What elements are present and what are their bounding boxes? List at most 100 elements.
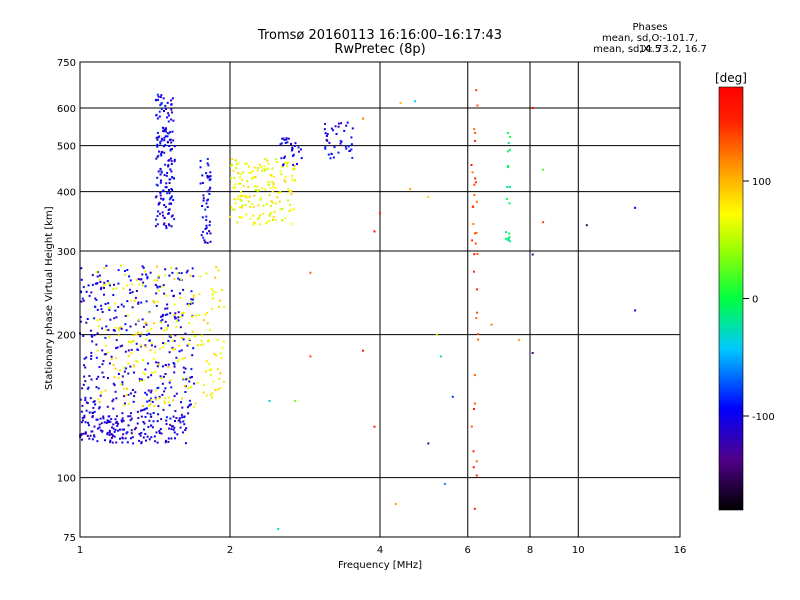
scatter-point <box>260 165 263 168</box>
scatter-point <box>171 176 174 179</box>
scatter-point <box>158 212 161 215</box>
scatter-point <box>121 383 124 386</box>
scatter-point <box>102 360 105 362</box>
scatter-point <box>256 185 259 188</box>
scatter-point <box>170 103 173 106</box>
scatter-point <box>168 182 171 184</box>
scatter-point <box>230 177 232 180</box>
scatter-point <box>473 253 476 256</box>
scatter-point <box>114 367 117 370</box>
scatter-point <box>160 154 163 157</box>
scatter-point <box>181 397 184 400</box>
scatter-point <box>181 357 184 360</box>
scatter-point <box>156 155 159 158</box>
scatter-point <box>141 409 144 412</box>
scatter-point <box>167 164 170 167</box>
scatter-point <box>340 122 343 125</box>
scatter-point <box>108 362 111 365</box>
scatter-point <box>292 163 295 166</box>
scatter-point <box>286 165 289 168</box>
scatter-point <box>346 121 349 124</box>
scatter-point <box>161 382 164 385</box>
scatter-point <box>162 214 164 217</box>
scatter-point <box>129 325 132 328</box>
scatter-point <box>150 398 153 401</box>
scatter-point <box>177 316 180 319</box>
scatter-point <box>176 272 179 275</box>
scatter-point <box>95 343 98 346</box>
x-axis-label: Frequency [MHz] <box>338 560 422 571</box>
scatter-point <box>253 185 256 188</box>
scatter-point <box>152 299 155 302</box>
scatter-point <box>252 206 255 208</box>
scatter-point <box>103 284 106 287</box>
scatter-point <box>101 311 104 313</box>
scatter-point <box>241 204 244 207</box>
scatter-point <box>284 161 287 164</box>
scatter-point <box>206 199 209 202</box>
scatter-point <box>182 377 185 380</box>
scatter-point <box>394 503 397 505</box>
scatter-point <box>93 400 96 403</box>
scatter-point <box>206 162 209 165</box>
scatter-point <box>130 352 133 355</box>
scatter-point <box>159 194 162 197</box>
scatter-point <box>112 407 115 410</box>
scatter-point <box>114 418 117 421</box>
scatter-point <box>157 289 160 292</box>
scatter-point <box>100 391 103 394</box>
scatter-point <box>280 157 283 160</box>
scatter-point <box>292 153 295 156</box>
scatter-point <box>169 423 172 426</box>
scatter-point <box>99 318 101 321</box>
scatter-point <box>273 210 276 213</box>
scatter-point <box>506 132 509 134</box>
scatter-point <box>164 314 167 316</box>
scatter-point <box>153 279 156 282</box>
scatter-point <box>167 401 170 404</box>
scatter-point <box>251 176 254 179</box>
scatter-point <box>185 271 188 274</box>
scatter-point <box>117 269 120 272</box>
scatter-point <box>286 162 289 165</box>
scatter-point <box>167 132 170 135</box>
scatter-point <box>157 361 160 364</box>
scatter-point <box>158 397 161 400</box>
scatter-point <box>214 389 217 391</box>
scatter-point <box>247 165 250 168</box>
scatter-point <box>272 218 274 221</box>
scatter-point <box>120 327 123 330</box>
scatter-point <box>138 432 141 435</box>
scatter-point <box>84 366 87 369</box>
scatter-point <box>207 164 210 167</box>
scatter-point <box>127 393 130 396</box>
scatter-point <box>274 218 277 221</box>
scatter-point <box>171 339 174 342</box>
scatter-point <box>130 412 132 415</box>
scatter-point <box>109 284 111 287</box>
scatter-point <box>82 286 85 289</box>
scatter-point <box>115 287 118 290</box>
scatter-point <box>147 311 150 314</box>
scatter-point <box>239 198 242 201</box>
scatter-point <box>242 185 245 188</box>
scatter-point <box>269 214 271 217</box>
scatter-point <box>281 219 284 222</box>
scatter-point <box>136 360 139 363</box>
scatter-point <box>339 140 342 142</box>
scatter-point <box>173 365 176 368</box>
scatter-point <box>192 405 195 408</box>
scatter-point <box>133 364 135 367</box>
scatter-point <box>137 302 140 305</box>
scatter-point <box>202 199 205 202</box>
scatter-point <box>142 371 145 374</box>
scatter-point <box>164 373 167 375</box>
scatter-point <box>124 315 127 317</box>
scatter-point <box>246 196 249 199</box>
scatter-point <box>473 374 476 377</box>
scatter-point <box>141 273 144 276</box>
scatter-point <box>172 139 175 142</box>
scatter-point <box>149 413 152 416</box>
scatter-point <box>165 294 168 297</box>
scatter-point <box>149 415 152 418</box>
